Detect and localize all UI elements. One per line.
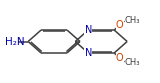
Text: O: O xyxy=(116,20,124,30)
Text: N: N xyxy=(85,25,92,35)
Text: N: N xyxy=(85,48,92,58)
Text: CH₃: CH₃ xyxy=(125,58,140,67)
Text: O: O xyxy=(116,53,124,63)
Text: H₂N: H₂N xyxy=(4,37,24,46)
Text: CH₃: CH₃ xyxy=(125,16,140,25)
